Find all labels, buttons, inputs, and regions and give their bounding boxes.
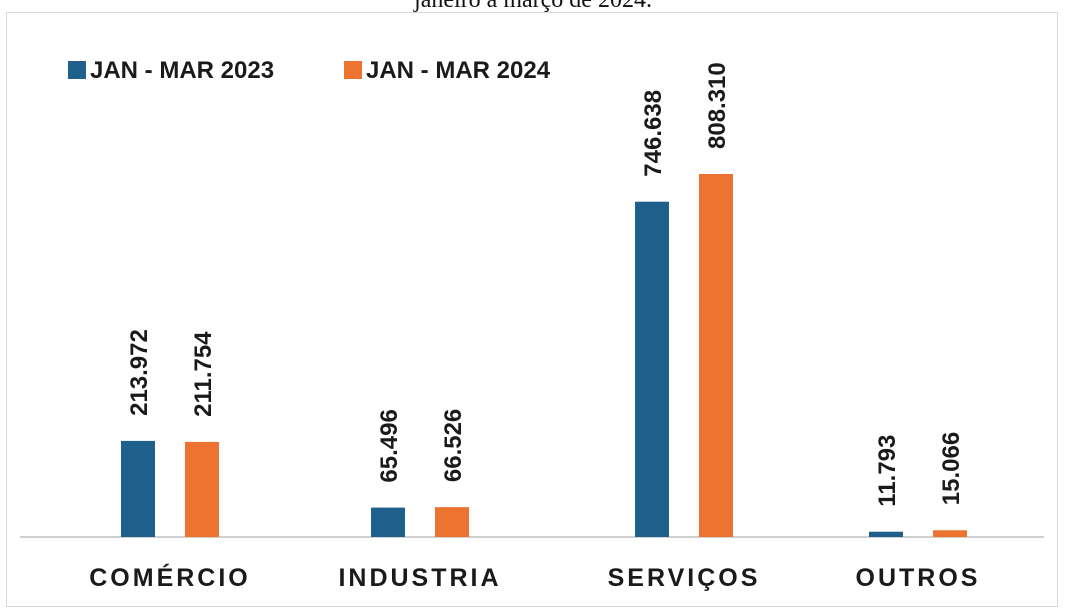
bar [699,174,733,537]
bars [121,174,967,537]
data-label: 15.066 [938,432,965,505]
chart-frame [6,12,1058,607]
bar [435,507,469,537]
category-labels: COMÉRCIO INDUSTRIA SERVIÇOS OUTROS [89,563,981,592]
data-label: 66.526 [440,409,467,482]
legend-item: JAN - MAR 2023 [68,57,274,84]
category-label: OUTROS [856,564,981,592]
bar [635,201,669,537]
data-label: 746.638 [640,90,667,177]
data-label: 808.310 [704,62,731,149]
legend-item: JAN - MAR 2024 [344,57,551,84]
category-label: INDUSTRIA [338,564,501,592]
data-label: 211.754 [190,331,217,417]
bar [371,507,405,537]
bar [185,441,219,537]
value-labels: 213.972 65.496 746.638 11.793 211.754 66.526 8… [126,62,965,506]
bar [933,530,967,537]
category-label: SERVIÇOS [608,564,761,592]
data-label: 65.496 [376,409,403,482]
legend-label: JAN - MAR 2023 [90,57,274,84]
bar [869,531,903,537]
category-label: COMÉRCIO [89,563,251,592]
chart-title: janeiro a março de 2024. [414,0,652,13]
data-label: 213.972 [126,329,153,416]
legend-swatch [68,61,86,79]
data-label: 11.793 [874,435,901,507]
legend: JAN - MAR 2023 JAN - MAR 2024 [68,57,551,84]
legend-swatch [344,61,362,79]
bar [121,440,155,537]
legend-label: JAN - MAR 2024 [366,57,551,84]
